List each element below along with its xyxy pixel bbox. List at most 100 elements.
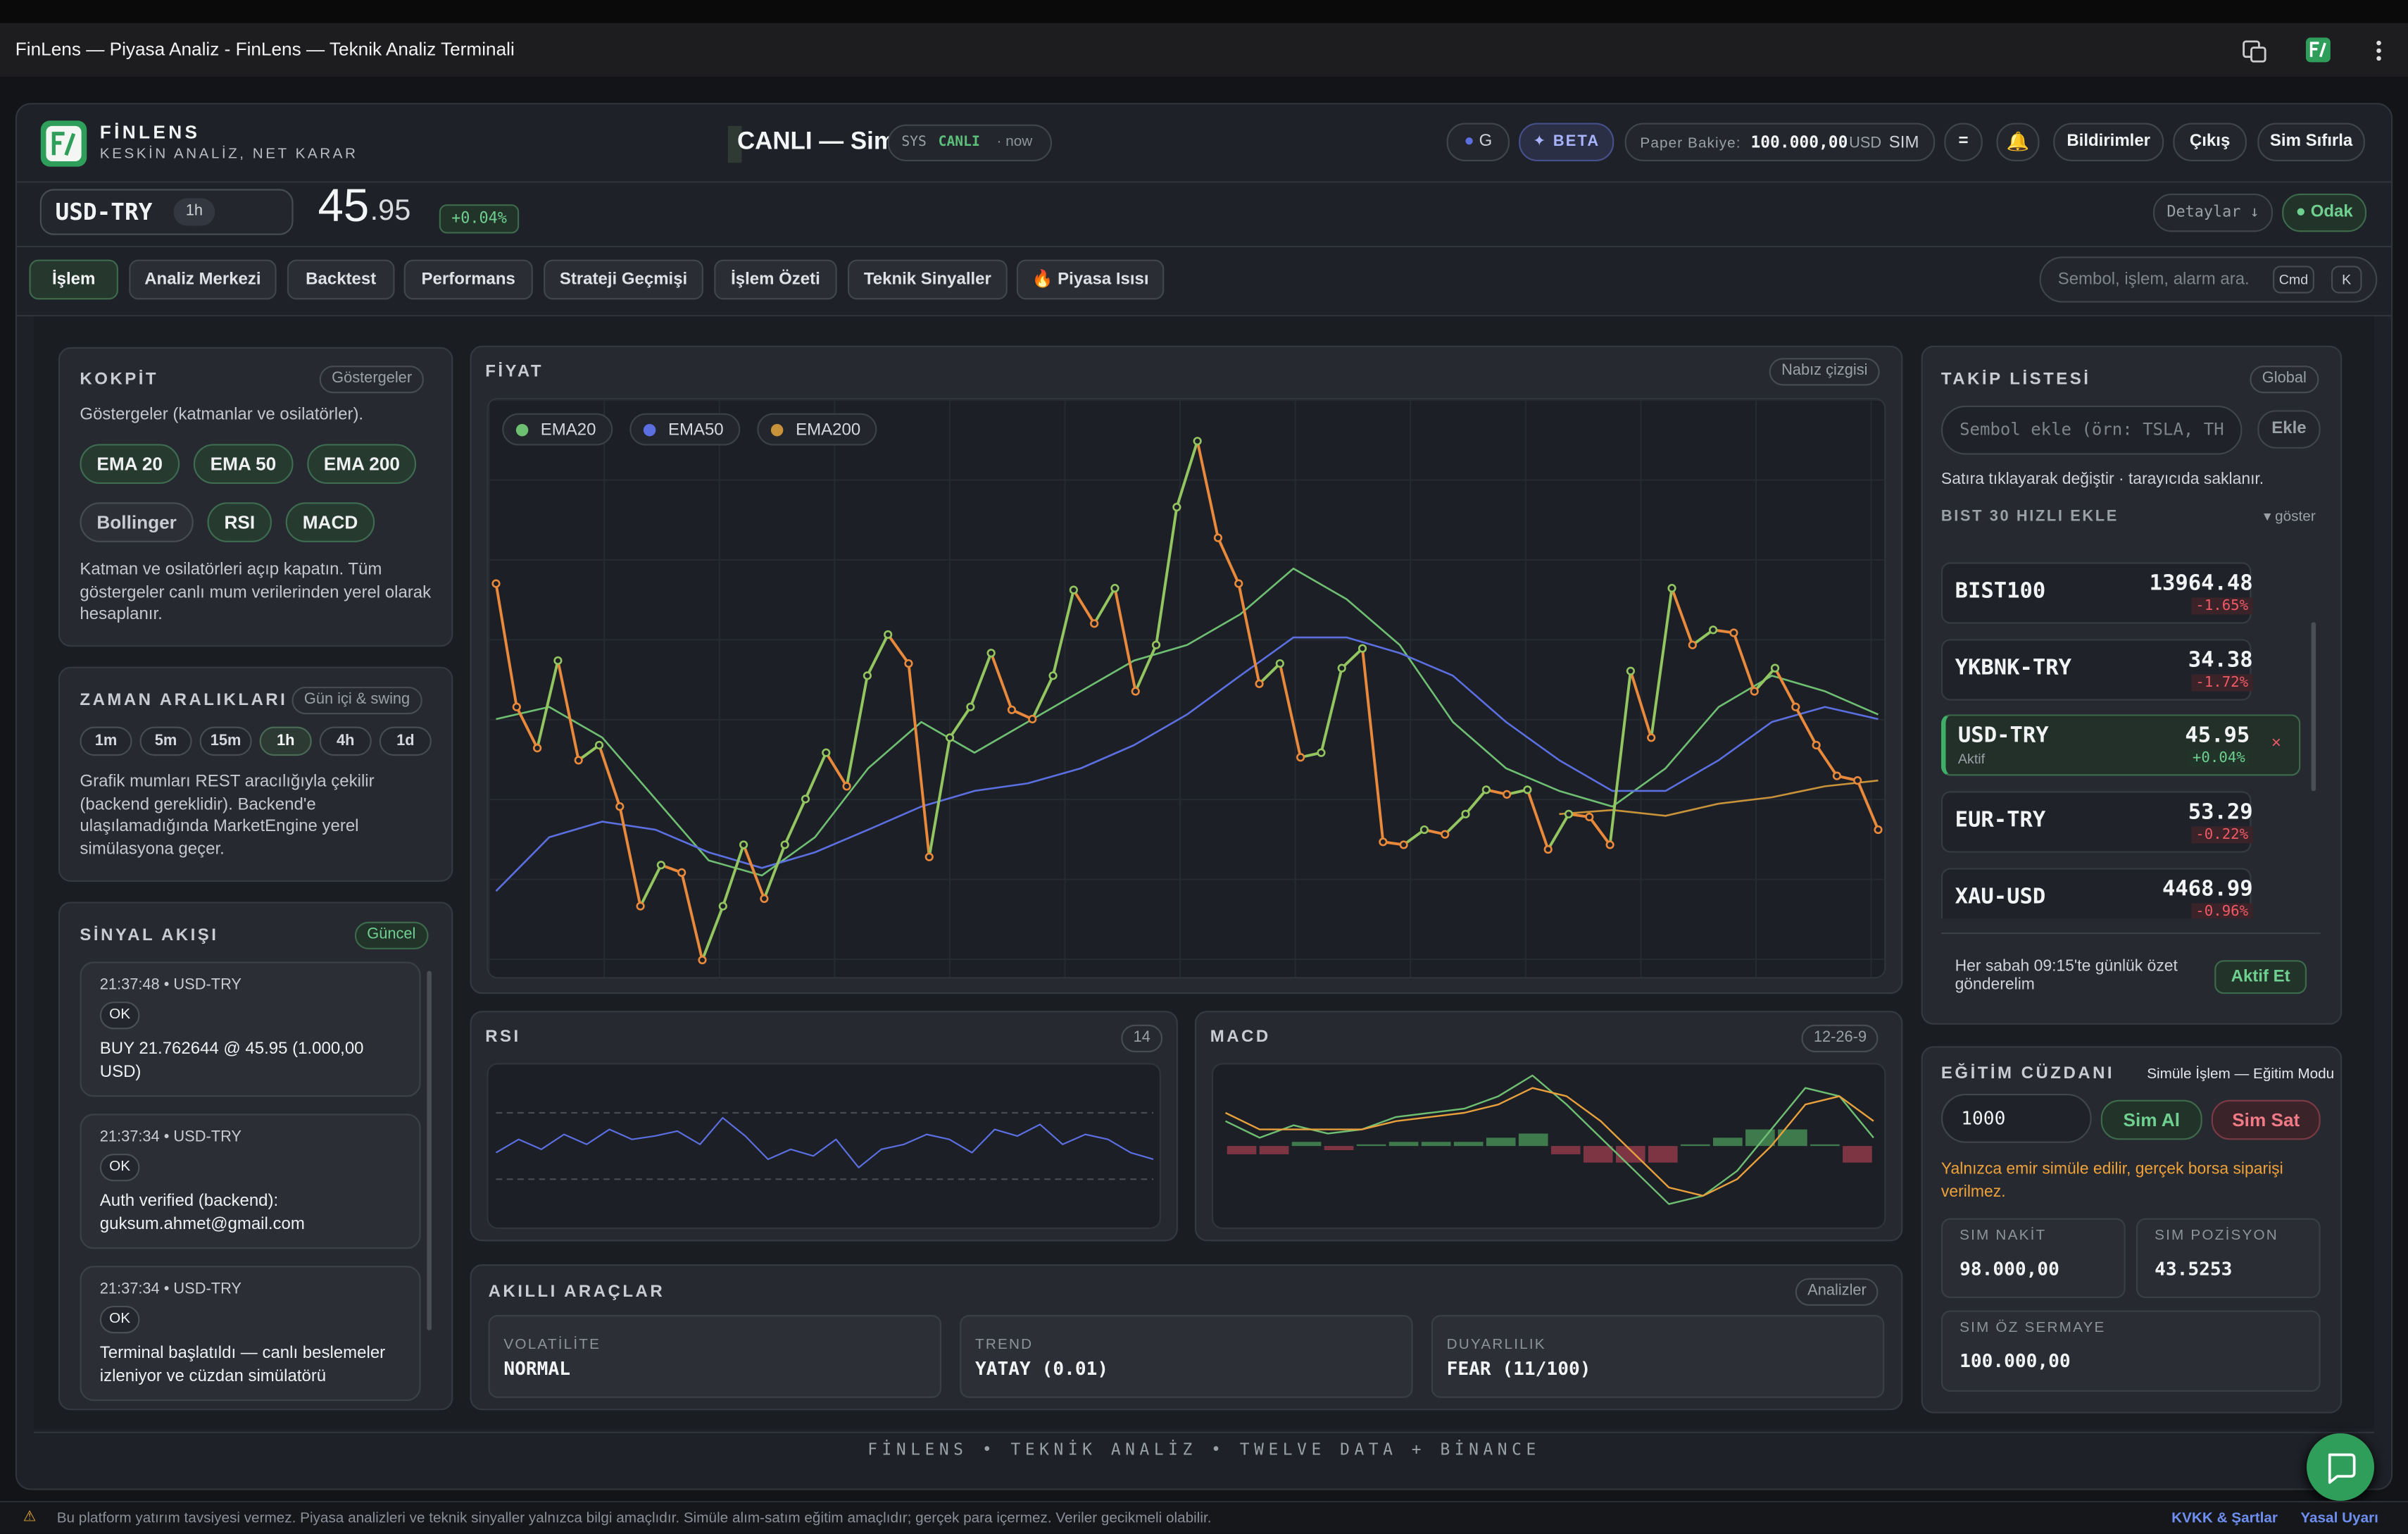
panel-title: MACD [1210,1028,1271,1047]
scrollbar[interactable] [2311,622,2316,792]
wallet-mode: Simüle İşlem — Eğitim Modu [2147,1066,2335,1083]
price-point [1213,533,1223,542]
price-point [1379,837,1388,847]
header-button[interactable]: Bildirimler [2053,123,2164,162]
price-segment [1650,587,1674,740]
symbol-box[interactable] [39,189,294,235]
watchlist-row[interactable]: YKBNK-TRY 34.38 -1.72% [1940,638,2253,700]
sys-time: · now [996,133,1033,151]
price-point [1357,644,1367,653]
tab[interactable]: Analiz Merkezi [129,259,277,300]
signal-time: 21:37:34 • USD-TRY [99,1281,242,1299]
price-point [780,840,789,849]
tab[interactable]: Strateji Geçmişi [544,259,703,300]
price-point [1255,679,1264,688]
tab[interactable]: Backtest [287,259,395,300]
menu-button[interactable]: = [1944,123,1983,162]
timeframe-button[interactable]: 5m [139,726,192,756]
watch-remove[interactable]: × [2271,735,2281,754]
search-box[interactable] [2039,256,2378,303]
user-button[interactable]: ● G [1446,123,1510,162]
indicator-toggle[interactable]: MACD [285,502,375,542]
footer-link[interactable]: KVKK & Şartlar [2171,1510,2278,1528]
add-button[interactable]: Ekle [2257,410,2321,449]
legend-item[interactable]: EMA200 [757,413,878,446]
tab[interactable]: Teknik Sinyaller [847,259,1008,300]
indicator-toggle[interactable]: EMA 200 [306,444,417,485]
price-segment [556,659,580,762]
tool-label: DUYARLILIK [1446,1336,1546,1354]
logo[interactable] [40,120,88,168]
stat-card [1940,1218,2126,1299]
footer-link[interactable]: Yasal Uyarı [2300,1510,2378,1528]
disclaimer: Bu platform yatırım tavsiyesi vermez. Pi… [56,1510,1212,1528]
price-segment [1814,744,1838,778]
indicator-toggle[interactable]: EMA 50 [193,444,294,485]
timeframe-button[interactable]: 1h [259,726,312,756]
price-point [1688,640,1697,649]
watchlist-row[interactable]: EUR-TRY 53.29 -0.22% [1940,791,2253,853]
price-point [698,955,707,965]
sim-buy-button[interactable]: Sim Al [2100,1099,2202,1140]
details-button[interactable]: Detaylar ↓ [2152,193,2274,232]
tool-value: YATAY (0.01) [975,1358,1109,1380]
translate-icon[interactable] [2242,39,2266,63]
price-whole: 45 [318,181,370,232]
symbol-input[interactable] [1940,405,2243,455]
watchlist-row[interactable]: XAU-USD 4468.99 -0.96% [1940,867,2253,919]
price-segment [845,674,869,788]
histogram-bar [1259,1146,1289,1154]
notification-bell[interactable]: 🔔 [1996,123,2040,162]
histogram-bar [1291,1142,1322,1147]
tab[interactable]: 🔥 Piyasa Isısı [1016,259,1165,300]
window-edge [0,0,2408,23]
header-button[interactable]: Sim Sıfırla [2257,123,2365,162]
price-segment [701,904,725,962]
quick-add-toggle[interactable]: ▾ göster [2263,508,2316,525]
histogram-bar [1518,1133,1548,1147]
rsi-chart [495,1111,1154,1180]
signal-time: 21:37:48 • USD-TRY [99,977,242,994]
stat-card [2136,1218,2321,1299]
watchlist-row[interactable]: USD-TRY Aktif 45.95 +0.04% × [1940,715,2301,777]
daily-summary-note: Her sabah 09:15'te günlük özet göndereli… [1955,956,2178,994]
legend-item[interactable]: EMA20 [502,413,613,446]
timeframe-button[interactable]: 1d [379,726,432,756]
amount-input[interactable]: 1000 [1940,1093,2092,1143]
price-point [1647,733,1656,742]
extension-icon[interactable] [2305,37,2331,63]
timeframe-button[interactable]: 4h [319,726,372,756]
price-segment [865,632,890,678]
price-point [1791,702,1800,711]
sim-sell-button[interactable]: Sim Sat [2211,1099,2321,1140]
price-segment [1629,669,1653,740]
indicator-toggle[interactable]: EMA 20 [80,444,180,485]
scrollbar[interactable] [427,971,432,1330]
timeframe-button[interactable]: 15m [199,726,252,756]
sys-status-pill [887,124,1053,162]
tab[interactable]: İşlem [29,259,118,300]
stat-label: SIM NAKİT [1959,1227,2047,1245]
price-segment [1752,666,1776,693]
chat-button[interactable] [2307,1433,2375,1501]
tab[interactable]: İşlem Özeti [714,259,837,300]
browser-menu[interactable] [2373,39,2385,63]
daily-summary-button[interactable]: Aktif Et [2214,960,2307,994]
legend-item[interactable]: EMA50 [629,413,741,446]
price-point [1441,830,1450,839]
tab[interactable]: Performans [403,259,533,300]
price-point [842,782,851,791]
indicator-toggle[interactable]: RSI [207,502,272,542]
timeframe-button[interactable]: 1m [80,726,132,756]
price-point [1750,687,1759,696]
price-segment [989,651,1013,711]
watchlist-row[interactable]: BIST100 13964.48 -1.65% [1940,562,2253,624]
focus-button[interactable]: ● Odak [2282,193,2367,232]
header-button[interactable]: Çıkış [2173,123,2247,162]
indicator-toggle[interactable]: Bollinger [80,502,194,542]
price-segment [1072,588,1096,625]
histogram-bar [1356,1144,1386,1147]
price-point [801,794,810,804]
price-point [1461,809,1470,818]
